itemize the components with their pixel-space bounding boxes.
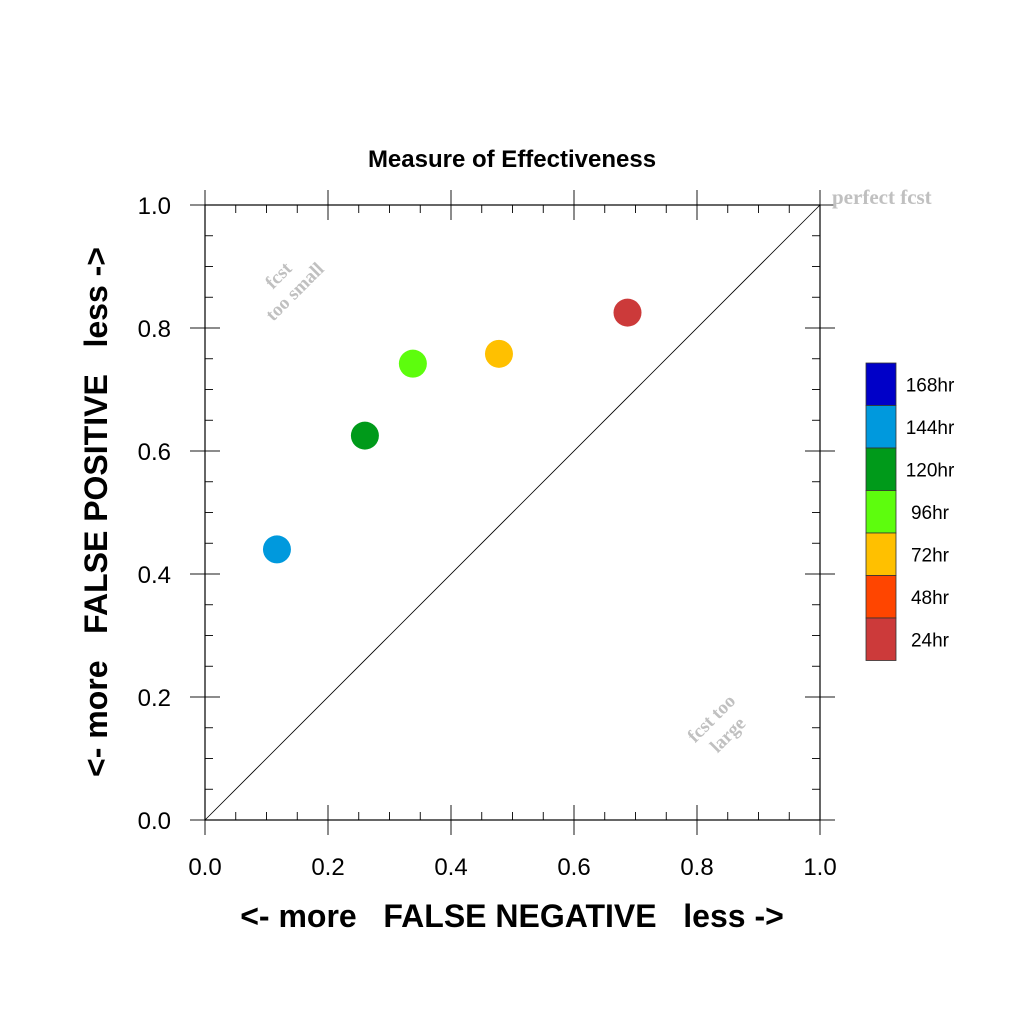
y-tick-label: 0.6 [138,439,171,466]
y-axis-label: <- more FALSE POSITIVE less -> [78,247,114,777]
perfect-forecast-annotation: perfect fcst [832,185,932,209]
legend-label: 48hr [911,588,950,609]
data-point-24hr [613,298,642,327]
y-tick-label: 0.2 [138,685,171,712]
legend-swatch-168hr [865,362,897,406]
legend-swatch-96hr [865,490,897,534]
legend-label: 168hr [906,375,955,396]
legend: 168hr 144hr 120hr 96hr 72hr 48hr 24hr [865,362,955,661]
x-tick-label: 0.2 [311,854,344,881]
legend-swatch-72hr [865,532,897,576]
too-large-annotation: fcst too large [684,691,750,757]
y-tick-label: 0.0 [138,808,171,835]
data-point-144hr [262,535,291,564]
chart-title: Measure of Effectiveness [368,146,656,173]
legend-swatch-48hr [865,575,897,619]
y-tick-label: 0.4 [138,562,171,589]
data-point-120hr [350,421,379,450]
x-tick-label: 1.0 [803,854,836,881]
axis-ticks [190,190,835,835]
legend-label: 24hr [911,630,950,651]
x-tick-label: 0.8 [680,854,713,881]
y-tick-label: 1.0 [138,193,171,220]
data-points [262,298,642,564]
data-point-96hr [398,349,427,378]
data-point-72hr [484,339,513,368]
y-tick-labels: 0.0 0.2 0.4 0.6 0.8 1.0 [138,193,171,835]
x-tick-label: 0.0 [188,854,221,881]
x-tick-label: 0.6 [557,854,590,881]
legend-label: 144hr [906,418,955,439]
x-tick-labels: 0.0 0.2 0.4 0.6 0.8 1.0 [188,854,836,881]
legend-swatch-144hr [865,405,897,449]
legend-swatch-24hr [865,617,897,661]
x-tick-label: 0.4 [434,854,467,881]
legend-label: 96hr [911,503,950,524]
x-axis-label: <- more FALSE NEGATIVE less -> [240,898,784,934]
legend-label: 120hr [906,460,955,481]
legend-swatch-120hr [865,447,897,491]
too-small-annotation: fcst too small [261,258,328,326]
perfect-forecast-diagonal [204,204,821,821]
legend-label: 72hr [911,545,950,566]
y-tick-label: 0.8 [138,316,171,343]
